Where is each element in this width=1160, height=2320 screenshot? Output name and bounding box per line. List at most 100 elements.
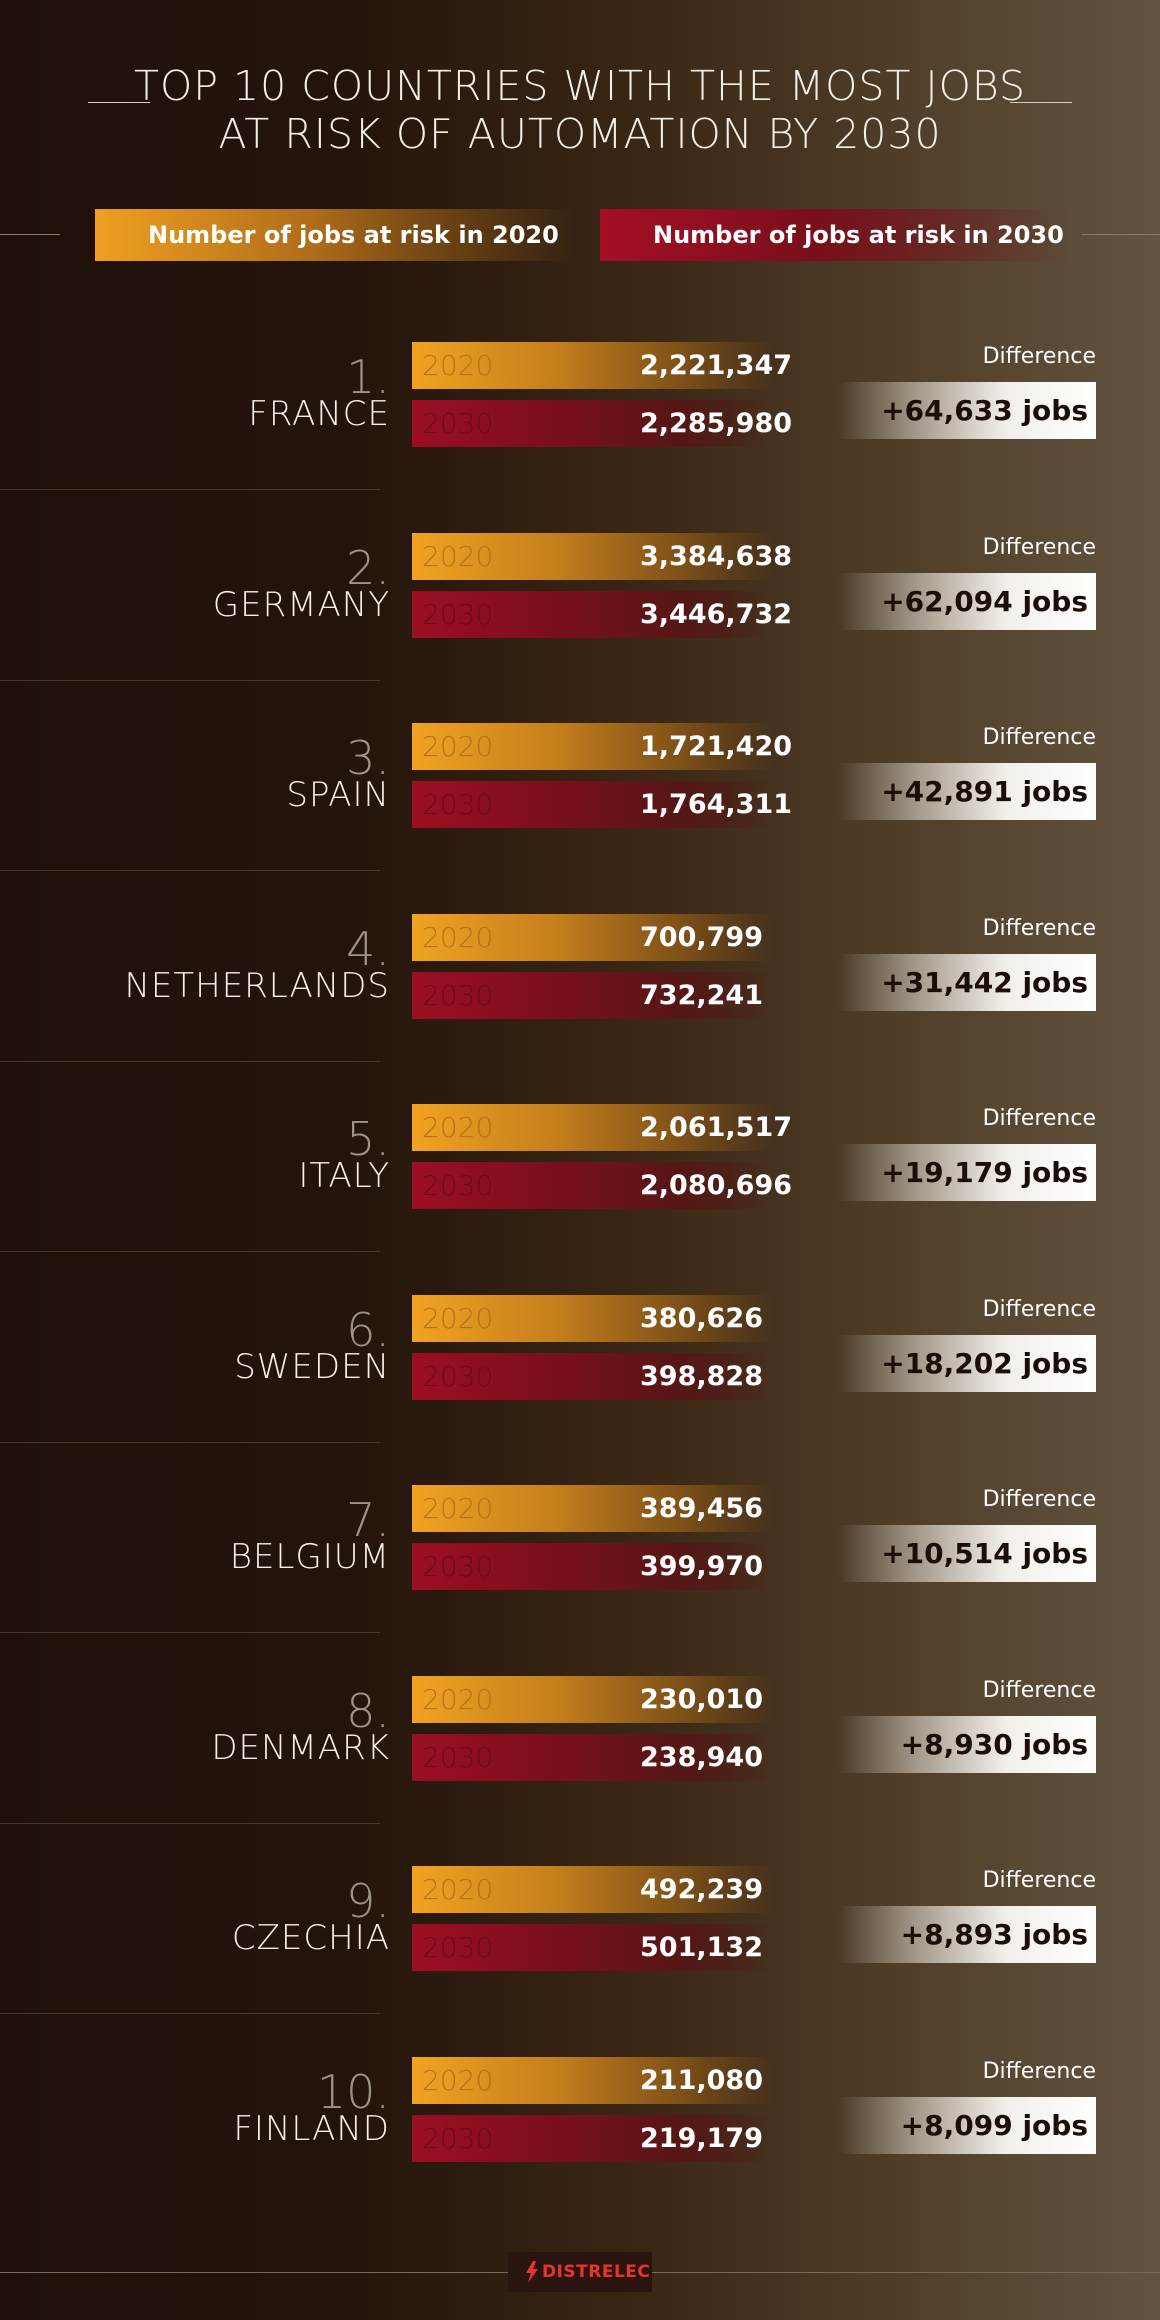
footer-rule-right xyxy=(652,2272,1160,2273)
value-2030: 399,970 xyxy=(640,1551,763,1582)
country-name: ITALY xyxy=(298,1156,390,1196)
difference-value: +8,099 jobs xyxy=(900,2109,1088,2142)
difference-value: +10,514 jobs xyxy=(881,1537,1088,1570)
brand-logo: DISTRELEC xyxy=(508,2252,652,2292)
bar-2030: 2030 398,828 xyxy=(412,1353,772,1400)
difference-label: Difference xyxy=(982,1106,1096,1131)
bar-year-2020: 2020 xyxy=(422,1873,494,1906)
difference-value: +19,179 jobs xyxy=(881,1156,1088,1189)
value-2020: 492,239 xyxy=(640,1874,763,1905)
country-name: SWEDEN xyxy=(234,1347,390,1387)
legend-2020-label: Number of jobs at risk in 2020 xyxy=(148,221,559,249)
country-name: BELGIUM xyxy=(229,1537,390,1577)
difference-value: +62,094 jobs xyxy=(881,585,1088,618)
difference-label: Difference xyxy=(982,725,1096,750)
difference-box: +10,514 jobs xyxy=(838,1525,1096,1582)
bar-year-2020: 2020 xyxy=(422,921,494,954)
difference-value: +31,442 jobs xyxy=(881,966,1088,999)
legend-rule-right xyxy=(1082,234,1160,235)
bar-year-2020: 2020 xyxy=(422,730,494,763)
bar-2030: 2030 2,285,980 xyxy=(412,400,792,447)
lightning-bolt-icon xyxy=(526,2261,538,2283)
difference-box: +19,179 jobs xyxy=(838,1144,1096,1201)
legend-rule-left xyxy=(0,234,60,235)
difference-label: Difference xyxy=(982,1868,1096,1893)
difference-label: Difference xyxy=(982,916,1096,941)
bar-year-2030: 2030 xyxy=(422,1360,494,1393)
bar-2020: 2020 2,221,347 xyxy=(412,342,792,389)
title-rule-left xyxy=(88,102,150,103)
bar-year-2020: 2020 xyxy=(422,1683,494,1716)
bar-2020: 2020 230,010 xyxy=(412,1676,772,1723)
value-2020: 1,721,420 xyxy=(640,731,793,762)
legend-2020: Number of jobs at risk in 2020 xyxy=(95,209,575,261)
bar-year-2020: 2020 xyxy=(422,1492,494,1525)
legend-2030-label: Number of jobs at risk in 2030 xyxy=(653,221,1064,249)
bar-year-2020: 2020 xyxy=(422,540,494,573)
brand-name: DISTRELEC xyxy=(542,2262,651,2282)
value-2020: 2,061,517 xyxy=(640,1112,793,1143)
bar-year-2020: 2020 xyxy=(422,349,494,382)
country-name: DENMARK xyxy=(211,1728,390,1768)
row-separator xyxy=(0,1823,380,1824)
country-row: 4. NETHERLANDS 2020 700,799 2030 732,241 Diffe… xyxy=(0,888,1160,1078)
country-row: 2. GERMANY 2020 3,384,638 2030 3,446,732 Diffe… xyxy=(0,507,1160,697)
value-2030: 398,828 xyxy=(640,1361,763,1392)
bar-2030: 2030 1,764,311 xyxy=(412,781,792,828)
country-row: 8. DENMARK 2020 230,010 2030 238,940 Differenc… xyxy=(0,1650,1160,1840)
row-separator xyxy=(0,1251,380,1252)
difference-box: +18,202 jobs xyxy=(838,1335,1096,1392)
country-row: 6. SWEDEN 2020 380,626 2030 398,828 Difference… xyxy=(0,1269,1160,1459)
value-2030: 219,179 xyxy=(640,2123,763,2154)
bar-2030: 2030 732,241 xyxy=(412,972,772,1019)
bar-2020: 2020 2,061,517 xyxy=(412,1104,792,1151)
value-2030: 2,080,696 xyxy=(640,1170,793,1201)
bar-2020: 2020 700,799 xyxy=(412,914,772,961)
bar-year-2030: 2030 xyxy=(422,1169,494,1202)
bar-year-2030: 2030 xyxy=(422,407,494,440)
value-2030: 3,446,732 xyxy=(640,599,793,630)
bar-2030: 2030 501,132 xyxy=(412,1924,772,1971)
value-2020: 230,010 xyxy=(640,1684,763,1715)
value-2030: 1,764,311 xyxy=(640,789,793,820)
rank-number: 9. xyxy=(346,1874,390,1928)
bar-2020: 2020 492,239 xyxy=(412,1866,772,1913)
difference-box: +42,891 jobs xyxy=(838,763,1096,820)
country-name: FRANCE xyxy=(248,394,390,434)
bar-year-2030: 2030 xyxy=(422,1741,494,1774)
bar-2030: 2030 3,446,732 xyxy=(412,591,792,638)
rank-number: 6. xyxy=(346,1303,390,1357)
bar-2030: 2030 238,940 xyxy=(412,1734,772,1781)
difference-box: +64,633 jobs xyxy=(838,382,1096,439)
rank-number: 2. xyxy=(346,541,390,595)
difference-label: Difference xyxy=(982,2059,1096,2084)
bar-year-2020: 2020 xyxy=(422,1302,494,1335)
difference-label: Difference xyxy=(982,535,1096,560)
row-separator xyxy=(0,870,380,871)
difference-label: Difference xyxy=(982,344,1096,369)
difference-label: Difference xyxy=(982,1678,1096,1703)
title-line-2: AT RISK OF AUTOMATION BY 2030 xyxy=(218,110,942,158)
title-line-1: TOP 10 COUNTRIES WITH THE MOST JOBS xyxy=(133,62,1027,110)
value-2030: 2,285,980 xyxy=(640,408,793,439)
bar-year-2030: 2030 xyxy=(422,979,494,1012)
country-name: GERMANY xyxy=(212,585,390,625)
country-row: 10. FINLAND 2020 211,080 2030 219,179 Differen… xyxy=(0,2031,1160,2221)
bar-2030: 2030 219,179 xyxy=(412,2115,772,2162)
country-row: 7. BELGIUM 2020 389,456 2030 399,970 Differenc… xyxy=(0,1459,1160,1649)
difference-box: +62,094 jobs xyxy=(838,573,1096,630)
rank-number: 7. xyxy=(346,1493,390,1547)
row-separator xyxy=(0,2013,380,2014)
value-2020: 2,221,347 xyxy=(640,350,793,381)
rank-number: 8. xyxy=(346,1684,390,1738)
bar-2020: 2020 380,626 xyxy=(412,1295,772,1342)
bar-2020: 2020 211,080 xyxy=(412,2057,772,2104)
value-2020: 700,799 xyxy=(640,922,763,953)
country-row: 3. SPAIN 2020 1,721,420 2030 1,764,311 Differe… xyxy=(0,697,1160,887)
rank-number: 5. xyxy=(346,1112,390,1166)
bar-year-2030: 2030 xyxy=(422,1550,494,1583)
difference-value: +42,891 jobs xyxy=(881,775,1088,808)
row-separator xyxy=(0,1061,380,1062)
difference-box: +8,930 jobs xyxy=(838,1716,1096,1773)
rank-number: 4. xyxy=(346,922,390,976)
